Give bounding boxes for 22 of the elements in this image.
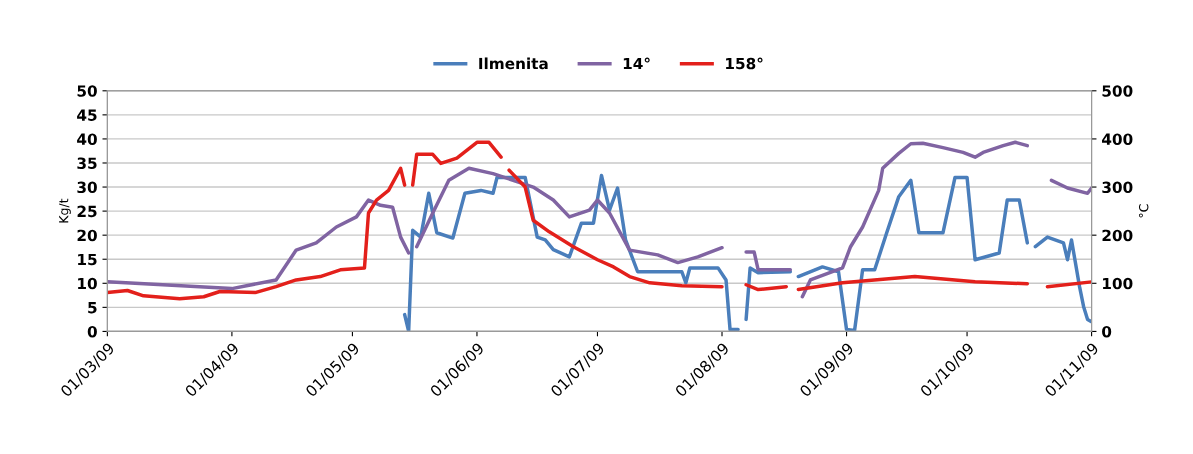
y2-axis-title: °C: [1138, 204, 1149, 218]
y2-tick-label: 200: [1102, 229, 1133, 242]
y-axis-title: Kg/t: [59, 198, 71, 223]
y2-tick-label: 100: [1103, 277, 1133, 290]
y-tick-label: 30: [77, 181, 97, 194]
legend-label: Ilmenita: [479, 57, 548, 70]
y-tick-label: 0: [87, 325, 97, 338]
y-tick-label: 50: [77, 85, 97, 97]
y-tick-label: 10: [78, 277, 97, 290]
y-tick-label: 20: [77, 229, 97, 242]
legend-label: 158°: [726, 57, 763, 70]
y-tick-label: 40: [77, 133, 97, 145]
y-tick-label: 45: [77, 109, 97, 121]
y-tick-label: 15: [78, 253, 97, 266]
y-tick-label: 35: [77, 157, 97, 170]
y2-tick-label: 400: [1102, 133, 1133, 145]
y-tick-label: 5: [88, 302, 97, 314]
y2-tick-label: 300: [1102, 181, 1133, 194]
y-tick-label: 25: [77, 205, 97, 218]
y2-tick-label: 0: [1102, 325, 1112, 338]
legend-label: 14°: [623, 57, 650, 70]
y2-tick-label: 500: [1102, 85, 1133, 97]
